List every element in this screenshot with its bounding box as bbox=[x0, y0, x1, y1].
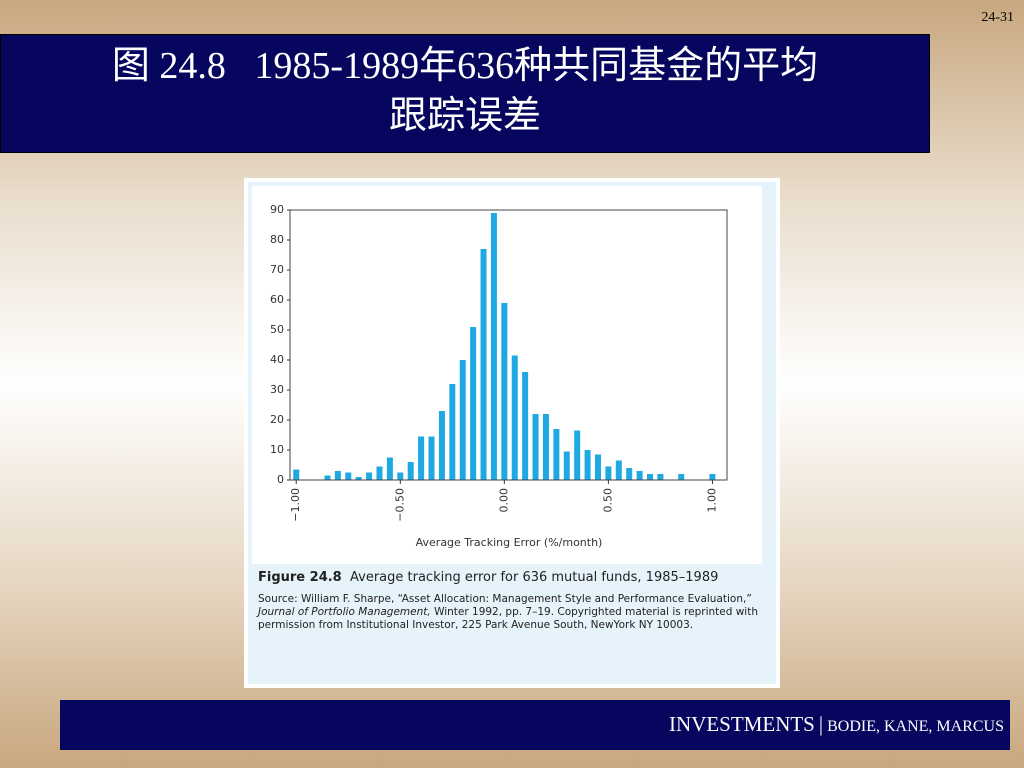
bar bbox=[709, 474, 716, 480]
bar bbox=[584, 450, 591, 480]
bar bbox=[626, 468, 633, 480]
bar bbox=[490, 213, 497, 480]
y-tick-label: 10 bbox=[270, 443, 284, 456]
y-tick-label: 20 bbox=[270, 413, 284, 426]
bar bbox=[449, 384, 456, 480]
bar bbox=[615, 460, 622, 480]
bar bbox=[563, 451, 570, 480]
bar bbox=[647, 474, 654, 480]
journal: Journal of Portfolio Management, bbox=[258, 606, 431, 618]
bar bbox=[501, 303, 508, 480]
footer-separator: | bbox=[818, 712, 824, 736]
bar bbox=[678, 474, 685, 480]
bar bbox=[345, 472, 352, 480]
bar bbox=[470, 327, 477, 480]
y-tick-label: 80 bbox=[270, 233, 284, 246]
bar bbox=[594, 454, 601, 480]
bar bbox=[532, 414, 539, 480]
bar bbox=[636, 471, 643, 480]
figure-label: Figure 24.8 bbox=[258, 570, 342, 585]
figure-caption: Figure 24.8 Average tracking error for 6… bbox=[258, 570, 768, 585]
x-tick-label: 0.50 bbox=[601, 488, 614, 513]
bar bbox=[366, 472, 373, 480]
plot-frame bbox=[289, 209, 728, 481]
bar bbox=[428, 436, 435, 480]
bar bbox=[397, 472, 404, 480]
figure-panel: Average Tracking Error (%/month) 0 10 20 30… bbox=[244, 178, 780, 688]
source-text: Source: William F. Sharpe, “Asset Alloca… bbox=[258, 593, 752, 605]
title: 跟踪误差 bbox=[388, 95, 541, 137]
y-tick-label: 50 bbox=[270, 323, 284, 336]
bar bbox=[418, 436, 425, 480]
bar bbox=[522, 372, 529, 480]
x-tick-label: −0.50 bbox=[393, 488, 406, 522]
bar bbox=[542, 414, 549, 480]
x-tick-label: 0.00 bbox=[497, 488, 510, 513]
bar bbox=[605, 466, 612, 480]
y-tick-label: 60 bbox=[270, 293, 284, 306]
bar bbox=[407, 462, 414, 480]
y-tick-label: 40 bbox=[270, 353, 284, 366]
chart: Average Tracking Error (%/month) 0 10 20 30… bbox=[270, 203, 728, 549]
bar bbox=[324, 475, 331, 480]
source: Source: William F. Sharpe, “Asset Alloca… bbox=[258, 593, 768, 632]
bar bbox=[438, 411, 445, 480]
bar bbox=[355, 477, 362, 480]
bar bbox=[574, 430, 581, 480]
bar bbox=[376, 466, 383, 480]
x-tick-label: 1.00 bbox=[705, 488, 718, 513]
y-tick-label: 90 bbox=[270, 203, 284, 216]
source-text: Winter 1992, pp. 7–19. Copyrighted mater… bbox=[258, 606, 758, 631]
footer-brand: INVESTMENTS bbox=[669, 712, 815, 736]
footer-authors: BODIE, KANE, MARCUS bbox=[827, 718, 1004, 735]
bar bbox=[657, 474, 664, 480]
title: 图 24.8 1985-1989年636种共同基金的平均 bbox=[111, 45, 819, 87]
page-number: 24-31 bbox=[981, 10, 1014, 25]
x-tick-label: −1.00 bbox=[289, 488, 302, 522]
bar bbox=[511, 355, 518, 480]
bar bbox=[386, 457, 393, 480]
bar bbox=[553, 429, 560, 480]
y-tick-label: 0 bbox=[277, 473, 284, 486]
y-tick-label: 30 bbox=[270, 383, 284, 396]
bar bbox=[459, 360, 466, 480]
footer: INVESTMENTS | BODIE, KANE, MARCUS bbox=[60, 700, 1010, 750]
x-axis-label: Average Tracking Error (%/month) bbox=[416, 536, 603, 549]
caption: Figure 24.8 Average tracking error for 6… bbox=[258, 570, 768, 632]
y-tick-label: 70 bbox=[270, 263, 284, 276]
bar bbox=[480, 249, 487, 480]
title-box: 图 24.8 1985-1989年636种共同基金的平均 跟踪误差 bbox=[0, 34, 930, 153]
bar bbox=[293, 469, 300, 480]
figure-text: Average tracking error for 636 mutual fu… bbox=[350, 570, 719, 585]
bar bbox=[334, 471, 341, 480]
